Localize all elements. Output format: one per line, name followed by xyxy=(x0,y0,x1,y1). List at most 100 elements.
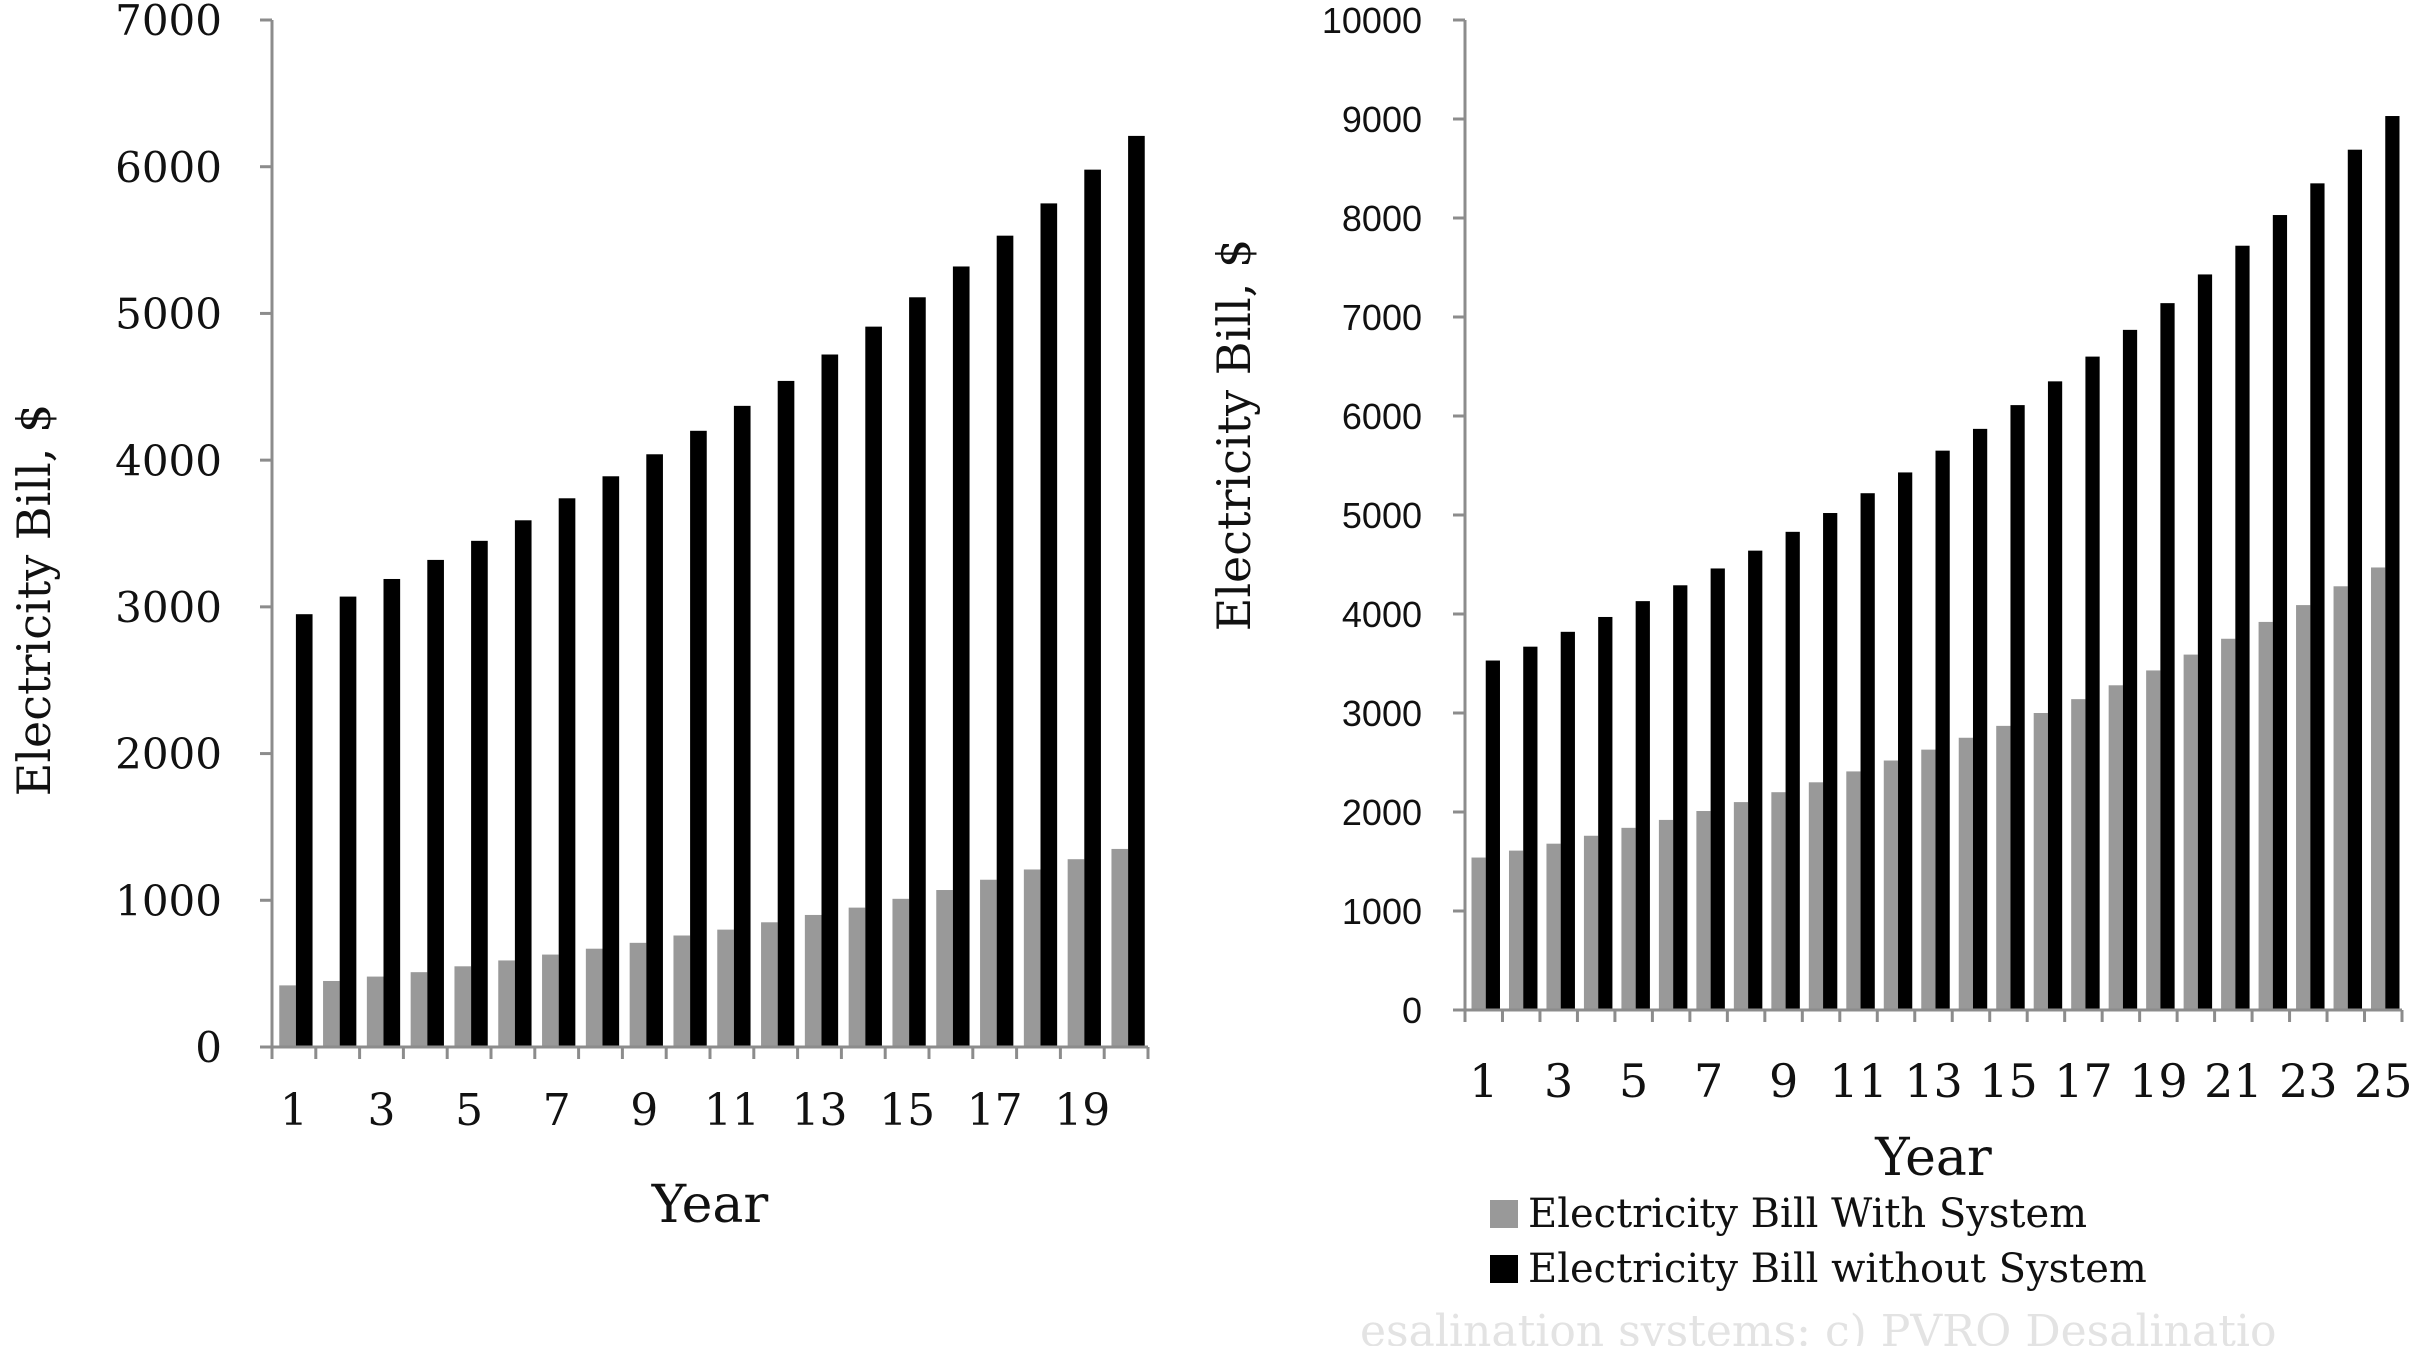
bar-with-system-year-17 xyxy=(980,879,997,1047)
bar-without-system-year-10 xyxy=(690,430,707,1047)
bar-with-system-year-13 xyxy=(1921,749,1936,1010)
x-tick-label: 7 xyxy=(1694,1054,1723,1108)
bar-without-system-year-22 xyxy=(2272,215,2288,1010)
x-tick-label: 23 xyxy=(2279,1054,2338,1108)
x-tick-label: 25 xyxy=(2354,1054,2413,1108)
x-tick-label: 19 xyxy=(2129,1054,2188,1108)
bar-with-system-year-20 xyxy=(1111,848,1129,1047)
bar-without-system-year-18 xyxy=(1040,203,1058,1048)
bar-with-system-year-4 xyxy=(410,972,428,1047)
bar-without-system-year-5 xyxy=(471,540,488,1047)
bar-with-system-year-8 xyxy=(585,948,603,1047)
bar-with-system-year-11 xyxy=(1846,771,1861,1010)
bar-with-system-year-18 xyxy=(2108,685,2123,1010)
bar-without-system-year-14 xyxy=(865,326,882,1048)
bar-without-system-year-3 xyxy=(383,578,401,1047)
x-tick-label: 5 xyxy=(1619,1054,1648,1108)
legend-swatch-without-system xyxy=(1490,1255,1518,1283)
x-tick-label: 13 xyxy=(792,1085,848,1136)
bar-with-system-year-7 xyxy=(542,954,559,1047)
bar-with-system-year-17 xyxy=(2071,699,2086,1010)
bar-with-system-year-24 xyxy=(2333,586,2348,1010)
y-tick-label: 5000 xyxy=(1342,495,1422,536)
bar-without-system-year-1 xyxy=(1485,660,1500,1010)
bar-with-system-year-23 xyxy=(2296,605,2311,1010)
y-tick-label: 2000 xyxy=(115,730,222,779)
y-axis-title: Electricity Bill, $ xyxy=(7,404,61,796)
bar-without-system-year-20 xyxy=(1128,135,1145,1047)
x-tick-label: 1 xyxy=(280,1085,308,1136)
bar-with-system-year-6 xyxy=(1658,819,1674,1010)
x-tick-label: 5 xyxy=(455,1085,483,1136)
bar-without-system-year-10 xyxy=(1823,513,1838,1010)
legend: Electricity Bill With System Electricity … xyxy=(1490,1191,2147,1292)
bar-with-system-year-1 xyxy=(1471,857,1486,1010)
bar-without-system-year-2 xyxy=(339,596,357,1047)
bar-with-system-year-2 xyxy=(323,980,340,1047)
x-tick-label: 11 xyxy=(704,1085,760,1136)
y-tick-label: 1000 xyxy=(115,876,222,925)
bar-with-system-year-21 xyxy=(2221,638,2236,1010)
x-tick-label: 21 xyxy=(2204,1054,2263,1108)
legend-label-without-system: Electricity Bill without System xyxy=(1528,1246,2147,1292)
bar-with-system-year-9 xyxy=(1771,792,1786,1010)
x-tick-label: 17 xyxy=(2054,1054,2113,1108)
y-tick-label: 6000 xyxy=(1342,396,1422,437)
bar-without-system-year-14 xyxy=(1972,428,1988,1010)
x-tick-label: 7 xyxy=(543,1085,571,1136)
y-tick-label: 9000 xyxy=(1342,99,1422,140)
bar-without-system-year-19 xyxy=(1084,169,1101,1048)
x-axis-title: Year xyxy=(651,1175,769,1235)
bar-without-system-year-15 xyxy=(2010,405,2025,1010)
bar-without-system-year-4 xyxy=(427,559,444,1047)
bar-without-system-year-13 xyxy=(821,354,839,1048)
bar-with-system-year-22 xyxy=(2258,621,2273,1010)
bar-without-system-year-13 xyxy=(1935,450,1950,1010)
bar-with-system-year-14 xyxy=(848,907,866,1047)
bar-without-system-year-16 xyxy=(2047,381,2063,1011)
caption-fragment: esalination systems: c) PVRO Desalinatio xyxy=(1360,1306,2276,1346)
bar-without-system-year-12 xyxy=(777,380,795,1048)
bar-with-system-year-1 xyxy=(279,985,296,1047)
x-tick-label: 9 xyxy=(630,1085,658,1136)
bar-with-system-year-11 xyxy=(717,929,734,1047)
x-axis-title: Year xyxy=(1874,1128,1992,1188)
bar-with-system-year-12 xyxy=(1883,760,1899,1010)
bar-without-system-year-12 xyxy=(1898,472,1913,1010)
x-tick-label: 11 xyxy=(1829,1054,1888,1108)
bar-with-system-year-3 xyxy=(1546,843,1561,1010)
bar-with-system-year-16 xyxy=(936,890,953,1047)
bar-with-system-year-3 xyxy=(366,976,384,1047)
bar-without-system-year-21 xyxy=(2235,245,2250,1011)
bar-without-system-year-1 xyxy=(295,614,313,1047)
bar-without-system-year-7 xyxy=(1710,568,1725,1010)
y-tick-label: 6000 xyxy=(115,143,222,192)
bar-with-system-year-15 xyxy=(892,898,910,1047)
y-tick-label: 3000 xyxy=(1342,693,1422,734)
bar-with-system-year-8 xyxy=(1733,802,1749,1010)
legend-label-with-system: Electricity Bill With System xyxy=(1528,1191,2087,1237)
x-tick-label: 17 xyxy=(967,1085,1023,1136)
y-axis-title: Electricity Bill, $ xyxy=(1207,239,1261,631)
y-tick-label: 0 xyxy=(1402,990,1422,1031)
bar-with-system-year-5 xyxy=(454,966,472,1047)
bar-without-system-year-20 xyxy=(2197,274,2213,1010)
bar-with-system-year-16 xyxy=(2033,713,2048,1010)
bar-with-system-year-18 xyxy=(1023,869,1041,1047)
bar-without-system-year-6 xyxy=(514,520,532,1047)
y-tick-label: 2000 xyxy=(1342,792,1422,833)
y-tick-label: 4000 xyxy=(1342,594,1422,635)
y-tick-label: 5000 xyxy=(115,290,222,339)
bar-without-system-year-15 xyxy=(909,297,926,1047)
y-tick-label: 4000 xyxy=(115,436,222,485)
y-tick-label: 1000 xyxy=(1342,891,1422,932)
bar-without-system-year-8 xyxy=(602,476,620,1047)
x-tick-label: 9 xyxy=(1769,1054,1798,1108)
bar-without-system-year-24 xyxy=(2347,149,2363,1010)
bar-with-system-year-4 xyxy=(1583,835,1599,1010)
bar-with-system-year-15 xyxy=(1996,725,2011,1010)
bar-without-system-year-9 xyxy=(1785,531,1800,1010)
bar-without-system-year-18 xyxy=(2122,329,2138,1010)
bar-with-system-year-12 xyxy=(761,922,778,1047)
